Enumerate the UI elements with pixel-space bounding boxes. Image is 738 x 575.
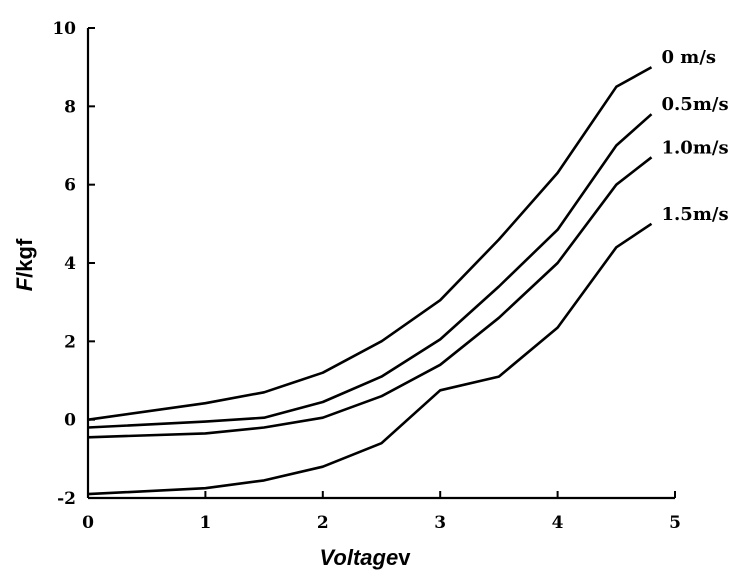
- y-tick-label: 6: [64, 176, 76, 196]
- series-label-1: 0.5m/s: [662, 94, 729, 115]
- series-label-0: 0 m/s: [662, 47, 717, 68]
- x-tick-label: 4: [552, 513, 564, 533]
- axes: [86, 28, 675, 500]
- series-label-2: 1.0m/s: [662, 137, 729, 158]
- x-tick-label: 0: [82, 513, 94, 533]
- y-tick-label: -2: [57, 489, 76, 509]
- x-tick-label: 5: [669, 513, 681, 533]
- series-label-3: 1.5m/s: [662, 204, 729, 225]
- series-line-2: [87, 156, 653, 439]
- y-tick-label: 0: [64, 411, 76, 431]
- series-line-3: [87, 222, 653, 496]
- series-line-1: [87, 113, 653, 429]
- x-tick-label: 3: [434, 513, 446, 533]
- y-tick-label: 8: [64, 97, 76, 117]
- y-tick-label: 2: [64, 332, 76, 352]
- ticks: [87, 27, 676, 499]
- x-tick-label: 2: [317, 513, 329, 533]
- y-tick-label: 10: [52, 19, 76, 39]
- y-axis-title: F/kgf: [12, 238, 37, 291]
- tick-labels: 0 1 2 3 4 5 -2 0 2 4 6 8 10: [52, 19, 681, 533]
- x-tick-label: 1: [199, 513, 211, 533]
- series-line-0: [87, 66, 653, 421]
- series-lines: [87, 66, 653, 496]
- series-labels: 0 m/s 0.5m/s 1.0m/s 1.5m/s: [662, 47, 729, 225]
- y-tick-label: 4: [64, 254, 76, 274]
- x-axis-title: Voltagev: [320, 545, 412, 570]
